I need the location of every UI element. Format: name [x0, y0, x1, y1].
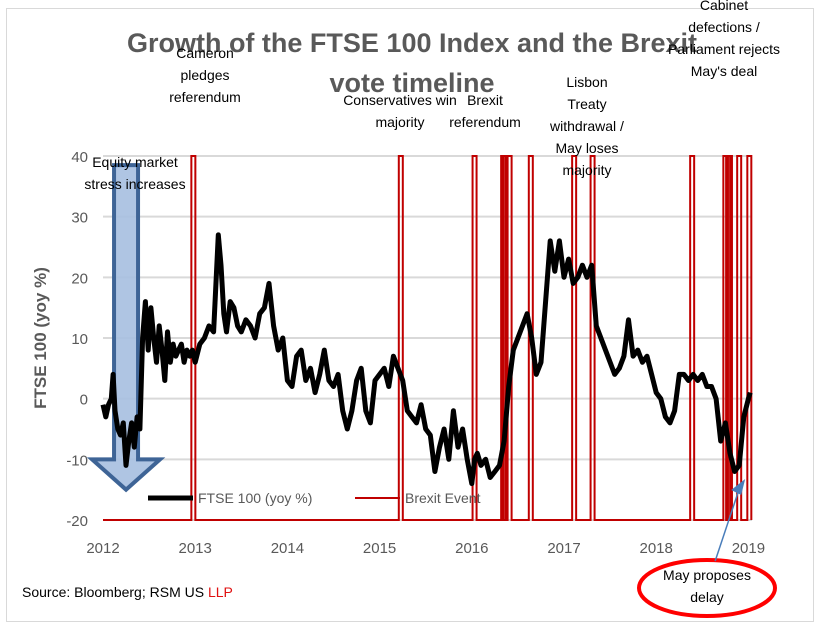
brexit-event-series	[103, 155, 753, 521]
annotation-text-line: referendum	[169, 89, 241, 105]
ftse-line	[100, 232, 753, 487]
annotation-text-line: defections /	[688, 19, 760, 35]
annotation-arrow-head	[731, 479, 746, 495]
annotation-text-line: Brexit	[467, 92, 503, 108]
y-tick-label: 10	[71, 331, 88, 348]
annotation: Brexit referendum	[449, 92, 521, 130]
annotation-ellipse	[637, 558, 777, 618]
annotation: Cameron pledges referendum	[169, 45, 241, 105]
annotation-text-line: Treaty	[567, 96, 606, 112]
source-note: Source: Bloomberg; RSM US LLP	[22, 584, 233, 600]
annotation-text-line: withdrawal /	[549, 118, 624, 134]
y-axis-label: FTSE 100 (yoy %)	[31, 267, 50, 409]
y-tick-label: 0	[80, 392, 88, 409]
annotation: Conservatives win majority	[343, 92, 457, 130]
y-tick-label: -10	[66, 452, 88, 469]
y-tick-label: 20	[71, 270, 88, 287]
chart-title: Growth of the FTSE 100 Index and the Bre…	[127, 28, 697, 98]
annotation-text-line: Parliament rejects	[668, 41, 780, 57]
x-tick-label: 2012	[86, 540, 119, 557]
legend-label-brexit-event: Brexit Event	[405, 490, 481, 506]
y-axis-ticks: -20 -10 0 10 20 30 40	[66, 149, 88, 530]
annotation-text-line: delay	[690, 589, 723, 605]
x-tick-label: 2018	[640, 540, 673, 557]
ftse-series	[100, 232, 753, 487]
annotation-arrow-line	[714, 482, 742, 562]
chart-title-line-2: vote timeline	[329, 68, 494, 98]
equity-stress-arrow	[86, 163, 166, 493]
annotation: May proposes delay	[637, 479, 777, 618]
annotation-text-line: May proposes	[663, 567, 751, 583]
annotation-text-line: Lisbon	[566, 74, 607, 90]
annotation-text-line: Cameron	[176, 45, 234, 61]
annotation: Equity market stress increases	[84, 154, 185, 192]
annotation-text-line: Cabinet	[700, 0, 748, 13]
x-tick-label: 2015	[363, 540, 396, 557]
arrow-shape	[86, 163, 166, 493]
source-text: Source: Bloomberg; RSM US LLP	[22, 584, 233, 600]
annotation: Lisbon Treaty withdrawal / May loses majorit…	[549, 74, 624, 178]
annotation-text-line: majority	[375, 114, 424, 130]
legend-label-ftse: FTSE 100 (yoy %)	[198, 490, 312, 506]
legend: FTSE 100 (yoy %) Brexit Event	[148, 490, 481, 506]
annotation-text-line: majority	[562, 162, 611, 178]
y-tick-label: 40	[71, 149, 88, 166]
annotation-text-line: pledges	[180, 67, 229, 83]
y-tick-label: -20	[66, 513, 88, 530]
brexit-event-line	[103, 155, 753, 521]
y-tick-label: 30	[71, 210, 88, 227]
annotation-text-line: referendum	[449, 114, 521, 130]
chart-title-line-1: Growth of the FTSE 100 Index and the Bre…	[127, 28, 697, 58]
source-text-llp: LLP	[208, 584, 233, 600]
source-text-main: Source: Bloomberg; RSM US	[22, 584, 208, 600]
x-tick-label: 2014	[271, 540, 304, 557]
annotation-text-line: Conservatives win	[343, 92, 457, 108]
annotation-text-line: May's deal	[691, 63, 757, 79]
x-tick-label: 2017	[547, 540, 580, 557]
x-axis-ticks: 2012 2013 2014 2015 2016 2017 2018 2019	[86, 540, 765, 557]
x-tick-label: 2019	[732, 540, 765, 557]
gridlines	[103, 155, 752, 521]
x-tick-label: 2013	[179, 540, 212, 557]
annotation-text-line: stress increases	[84, 176, 185, 192]
annotation-text-line: Equity market	[92, 154, 178, 170]
x-tick-label: 2016	[455, 540, 488, 557]
annotation: Cabinet defections / Parliament rejects May…	[668, 0, 780, 79]
annotation-text-line: May loses	[555, 140, 618, 156]
